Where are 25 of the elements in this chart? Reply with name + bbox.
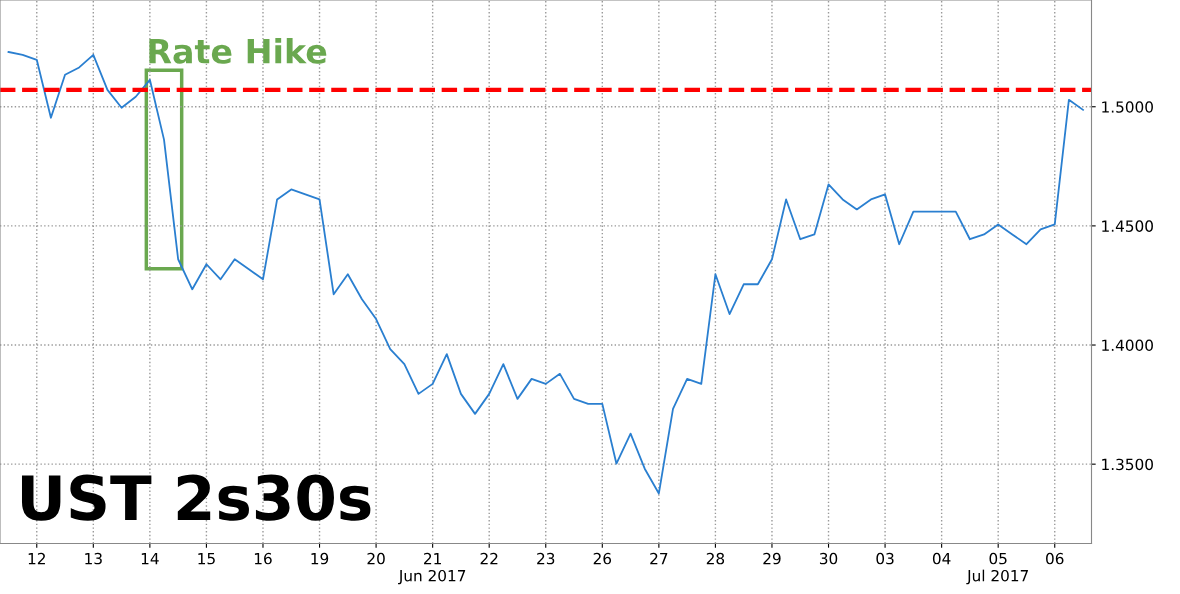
x-tick-label: 20 [367, 552, 385, 565]
x-tick-label: 16 [254, 552, 272, 565]
y-tick-label: 1.5000 [1102, 101, 1153, 113]
x-tick-label: 30 [819, 552, 838, 565]
x-tick-label: 03 [876, 552, 894, 565]
x-tick-label: 22 [480, 552, 498, 565]
x-tick-label: 05 Jul 2017 [966, 552, 1028, 585]
x-tick-label: 14 [141, 553, 159, 565]
x-tick-label: 27 [650, 552, 668, 565]
y-tick-label: 1.3500 [1102, 458, 1153, 471]
annotation: Rate Hike [149, 38, 327, 64]
y-tick-label: 1.4000 [1102, 339, 1153, 352]
x-tick-label: 26 [593, 552, 612, 565]
x-tick-label: 28 [706, 552, 725, 565]
x-tick-label: 29 [763, 552, 781, 565]
x-tick-label: 12 [28, 552, 45, 565]
y-tick-label: 1.4500 [1102, 220, 1153, 232]
x-tick-label: 19 [311, 552, 329, 565]
x-tick-label: 06 [1046, 552, 1064, 565]
text: UST 2s30s [21, 474, 371, 521]
x-tick-label: 13 [85, 552, 102, 565]
x-tick-label: 15 [198, 553, 215, 565]
x-tick-label: 21 Jun 2017 [398, 552, 466, 585]
x-tick-label: 23 [537, 552, 555, 565]
x-tick-label: 04 [932, 552, 951, 565]
